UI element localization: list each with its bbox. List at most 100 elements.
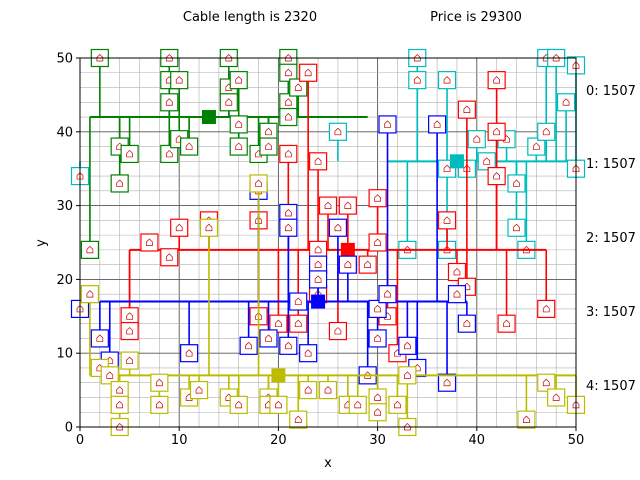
- x-tick-label: 0: [76, 433, 84, 448]
- node-box: [150, 395, 169, 414]
- house-node: [170, 218, 189, 237]
- house-node: [100, 366, 119, 385]
- house-icon: [493, 127, 500, 136]
- house-icon: [116, 179, 124, 187]
- node-box: [378, 115, 397, 134]
- house-icon: [572, 61, 580, 69]
- house-icon: [493, 172, 500, 180]
- house-node: [80, 240, 100, 259]
- house-node: [279, 63, 298, 82]
- house-node: [328, 122, 348, 141]
- house-icon: [235, 76, 243, 84]
- node-box: [299, 63, 318, 82]
- node-box: [428, 115, 447, 134]
- house-icon: [374, 238, 381, 246]
- house-icon: [404, 341, 411, 350]
- house-node: [299, 381, 318, 400]
- house-node: [249, 174, 268, 193]
- house-node: [348, 395, 367, 414]
- house-node: [537, 122, 556, 141]
- node-box: [279, 144, 298, 164]
- series-group-4: [80, 174, 586, 437]
- node-box: [308, 152, 328, 171]
- house-icon: [126, 356, 133, 364]
- node-box: [229, 115, 248, 134]
- node-box: [189, 381, 209, 400]
- node-box: [289, 292, 308, 311]
- house-icon: [374, 393, 381, 401]
- house-node: [487, 166, 506, 186]
- house-node: [507, 174, 526, 193]
- house-node: [537, 299, 556, 319]
- house-node: [527, 137, 546, 156]
- house-node: [259, 329, 278, 348]
- node-box: [487, 71, 506, 90]
- house-icon: [542, 378, 550, 387]
- node-box: [100, 366, 119, 385]
- house-icon: [76, 172, 84, 180]
- node-box: [497, 314, 516, 333]
- house-node: [408, 71, 427, 90]
- house-node: [199, 218, 219, 237]
- series-layer: [70, 48, 586, 437]
- node-box: [487, 122, 506, 141]
- house-node: [428, 115, 447, 134]
- node-box: [368, 403, 387, 422]
- house-icon: [294, 319, 302, 328]
- house-icon: [156, 400, 163, 409]
- node-box: [279, 218, 298, 237]
- house-icon: [265, 334, 272, 342]
- node-box: [328, 321, 348, 341]
- house-icon: [334, 127, 342, 136]
- house-node: [368, 189, 387, 208]
- house-node: [547, 388, 566, 407]
- house-node: [289, 292, 308, 311]
- house-node: [537, 373, 556, 392]
- legend-entry-4: 4: 1507: [586, 379, 636, 394]
- house-icon: [374, 304, 381, 313]
- house-icon: [443, 76, 451, 84]
- house-node: [120, 351, 139, 370]
- ticks: 0 10 20 30 40 50 0 10 20 30 40 50: [56, 52, 584, 449]
- house-icon: [324, 201, 332, 209]
- series-group-2: [120, 63, 556, 363]
- node-box: [318, 196, 338, 215]
- x-tick-label: 20: [270, 433, 287, 448]
- price-title: Price is 29300: [430, 10, 522, 25]
- x-tick-label: 40: [469, 433, 486, 448]
- node-box: [437, 71, 457, 90]
- node-box: [150, 373, 169, 392]
- node-box: [368, 233, 387, 252]
- house-icon: [116, 400, 124, 409]
- house-node: [150, 395, 169, 414]
- house-icon: [532, 142, 540, 150]
- node-box: [457, 314, 476, 333]
- house-icon: [374, 194, 381, 202]
- house-icon: [413, 76, 421, 84]
- house-icon: [225, 98, 233, 106]
- cable-length-title: Cable length is 2320: [183, 10, 317, 25]
- node-box: [537, 122, 556, 141]
- x-tick-label: 30: [369, 433, 386, 448]
- house-icon: [314, 245, 322, 254]
- house-node: [507, 218, 526, 237]
- house-node: [229, 395, 248, 414]
- node-box: [537, 373, 556, 392]
- node-box: [437, 373, 457, 392]
- battery-hub: [449, 154, 464, 169]
- house-node: [517, 410, 536, 429]
- house-icon: [165, 98, 173, 106]
- legend-entry-2: 2: 1507: [586, 231, 636, 246]
- house-node: [358, 255, 377, 274]
- house-node: [289, 314, 308, 333]
- node-box: [398, 336, 417, 355]
- node-box: [328, 218, 348, 237]
- house-icon: [255, 312, 262, 320]
- node-box: [90, 329, 109, 348]
- house-node: [160, 144, 179, 164]
- house-node: [80, 285, 100, 304]
- house-icon: [463, 105, 471, 114]
- house-node: [279, 107, 298, 127]
- legend-entry-0: 0: 1507: [586, 84, 636, 99]
